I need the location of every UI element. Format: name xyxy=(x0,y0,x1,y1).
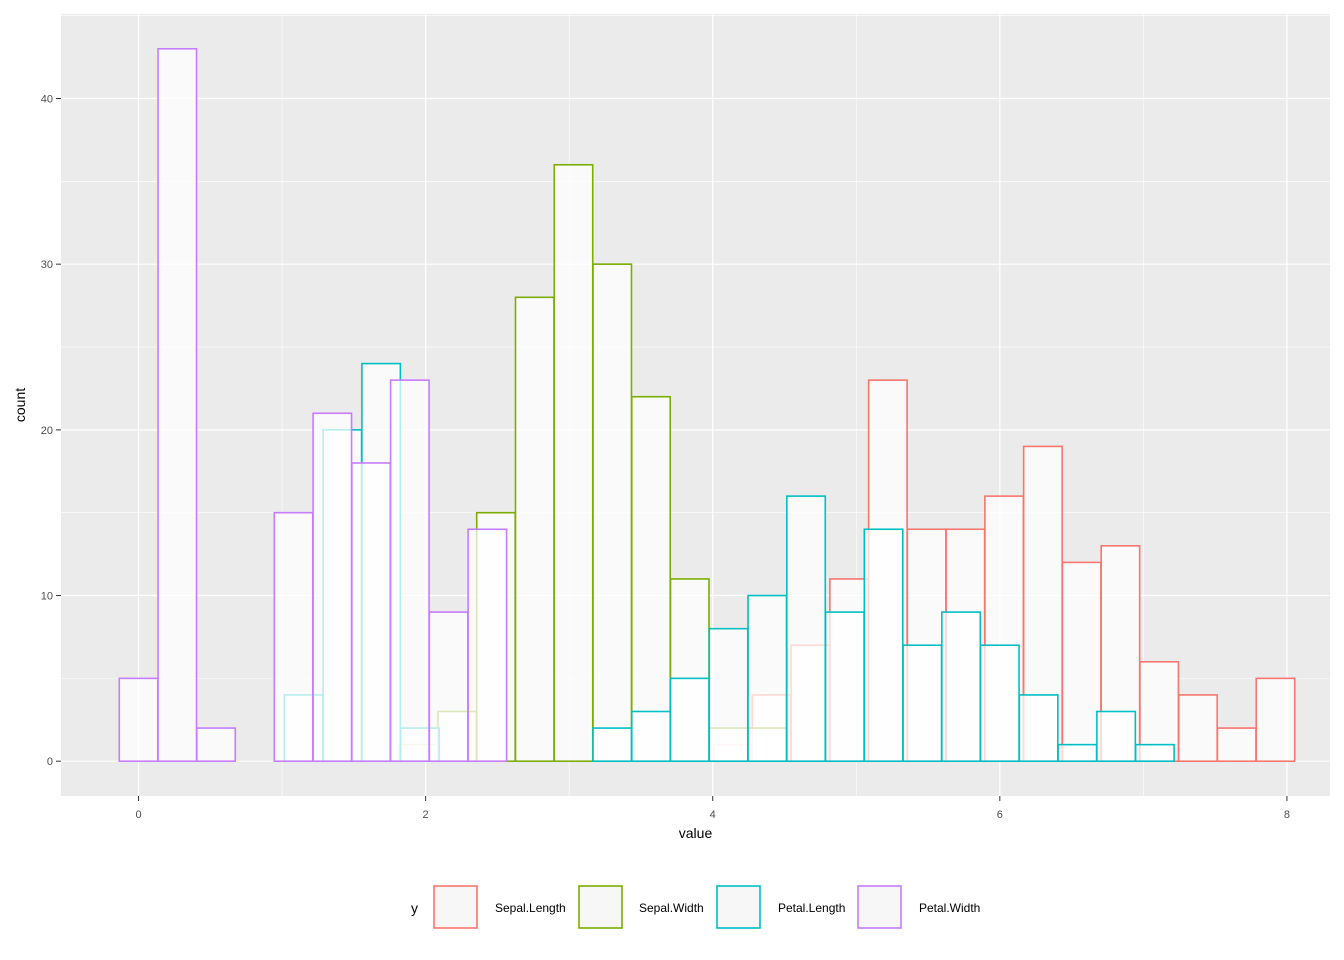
histogram-bar xyxy=(273,511,314,763)
histogram-bar xyxy=(824,611,865,763)
histogram-bar xyxy=(1061,561,1102,763)
histogram-bar xyxy=(157,47,198,763)
y-axis-title: count xyxy=(12,388,28,422)
legend: y Sepal.Length Sepal.Width Petal.Length Pet… xyxy=(411,885,980,929)
histogram-bar xyxy=(1057,743,1098,763)
histogram-bar xyxy=(1255,677,1296,763)
legend-label: Sepal.Width xyxy=(639,901,704,915)
x-axis-title: value xyxy=(679,825,713,841)
histogram-bar xyxy=(1018,694,1059,763)
x-axis: 0 2 4 6 8 xyxy=(135,796,1290,821)
histogram-bar xyxy=(630,710,672,763)
histogram-bar xyxy=(389,379,430,763)
histogram-bar xyxy=(467,528,508,763)
histogram-bar xyxy=(428,611,469,763)
legend-key xyxy=(433,885,478,929)
histogram-bar xyxy=(941,611,982,763)
histogram-bar xyxy=(747,594,788,763)
histogram-bar xyxy=(785,495,827,763)
histogram-bar xyxy=(118,677,159,763)
histogram-bar xyxy=(902,644,943,763)
legend-title: y xyxy=(411,900,418,916)
x-tick-label: 2 xyxy=(423,809,429,821)
histogram-bar xyxy=(553,163,594,763)
legend-label: Petal.Length xyxy=(778,901,845,915)
legend-item-sepal-width: Sepal.Width xyxy=(578,885,704,929)
histogram-bar xyxy=(592,727,633,763)
histogram-bar xyxy=(1216,727,1257,763)
histogram-bar xyxy=(351,462,392,763)
histogram-bar xyxy=(1096,710,1137,763)
legend-key xyxy=(578,885,623,929)
histogram-bar xyxy=(979,644,1020,763)
histogram-bar xyxy=(1134,743,1175,763)
legend-item-sepal-length: Sepal.Length xyxy=(433,885,566,929)
histogram-bar xyxy=(312,412,353,763)
legend-item-petal-width: Petal.Width xyxy=(857,885,980,929)
histogram-bar xyxy=(196,727,237,763)
y-tick-label: 30 xyxy=(41,259,53,271)
x-tick-label: 4 xyxy=(710,809,716,821)
x-tick-label: 8 xyxy=(1284,809,1290,821)
legend-item-petal-length: Petal.Length xyxy=(716,885,845,929)
legend-key xyxy=(716,885,761,929)
histogram-bar xyxy=(1177,694,1218,763)
y-tick-label: 0 xyxy=(47,756,53,768)
y-tick-label: 40 xyxy=(41,93,53,105)
x-tick-label: 0 xyxy=(135,809,141,821)
legend-key xyxy=(857,885,902,929)
x-tick-label: 6 xyxy=(997,809,1003,821)
legend-label: Petal.Width xyxy=(919,901,980,915)
histogram-bar xyxy=(514,296,555,763)
y-tick-label: 20 xyxy=(41,425,53,437)
legend-label: Sepal.Length xyxy=(495,901,566,915)
y-tick-label: 10 xyxy=(41,591,53,603)
histogram-bar xyxy=(863,528,904,763)
histogram-bar xyxy=(592,263,633,763)
histogram-bar xyxy=(669,677,710,763)
series-petal-width xyxy=(118,47,508,763)
histogram-bar xyxy=(630,395,672,763)
histogram-bar xyxy=(708,627,749,763)
histogram-bars xyxy=(118,47,1296,763)
y-axis: 0 10 20 30 40 xyxy=(41,93,61,768)
